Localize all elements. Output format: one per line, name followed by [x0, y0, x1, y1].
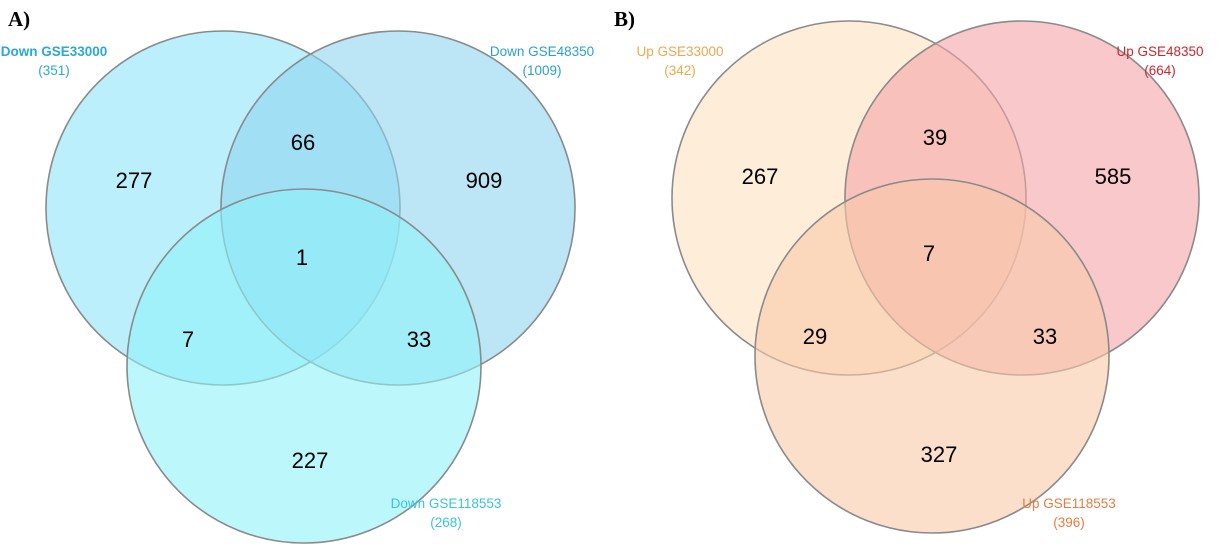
region-count-all-three: 1 [296, 245, 308, 270]
set-label-down-gse33000: Down GSE33000 (351) [1, 44, 108, 78]
region-count-gse48350-gse118553: 33 [1033, 324, 1057, 349]
region-count-all-three: 7 [923, 241, 935, 266]
set-circle-down-gse118553 [126, 188, 482, 544]
panel-b-label: B) [614, 7, 635, 31]
set-total: (396) [1053, 515, 1085, 530]
region-count-gse33000-gse48350: 66 [291, 130, 315, 155]
panel-a-label: A) [8, 7, 30, 31]
region-count-only-up-gse118553: 327 [921, 442, 958, 467]
region-count-only-down-gse118553: 227 [292, 448, 329, 473]
set-label-up-gse118553: Up GSE118553 (396) [1022, 496, 1116, 530]
set-name: Up GSE118553 [1022, 496, 1116, 511]
set-circle-up-gse118553 [754, 178, 1110, 534]
set-name: Down GSE33000 [1, 44, 108, 59]
set-label-down-gse48350: Down GSE48350 (1009) [490, 44, 594, 78]
venn-panel-a: A) Down GSE33000 (351) Down GSE48350 (10… [1, 7, 594, 544]
region-count-only-up-gse33000: 267 [742, 164, 779, 189]
region-count-gse33000-gse118553: 29 [803, 324, 827, 349]
set-total: (342) [664, 63, 696, 78]
region-count-only-down-gse48350: 909 [466, 168, 503, 193]
set-label-up-gse33000: Up GSE33000 (342) [636, 44, 723, 78]
set-total: (351) [38, 63, 70, 78]
region-count-gse33000-gse118553: 7 [182, 327, 194, 352]
set-name: Up GSE48350 [1116, 44, 1203, 59]
set-name: Up GSE33000 [636, 44, 723, 59]
set-label-up-gse48350: Up GSE48350 (664) [1116, 44, 1203, 78]
set-total: (1009) [522, 63, 561, 78]
venn-panel-b: B) Up GSE33000 (342) Up GSE48350 (664) U… [614, 7, 1204, 534]
set-total: (268) [430, 515, 462, 530]
set-total: (664) [1144, 63, 1176, 78]
set-name: Down GSE118553 [391, 496, 502, 511]
set-label-down-gse118553: Down GSE118553 (268) [391, 496, 502, 530]
region-count-only-up-gse48350: 585 [1095, 164, 1132, 189]
region-count-only-down-gse33000: 277 [116, 168, 153, 193]
set-name: Down GSE48350 [490, 44, 594, 59]
region-count-gse48350-gse118553: 33 [407, 327, 431, 352]
region-count-gse33000-gse48350: 39 [923, 125, 947, 150]
